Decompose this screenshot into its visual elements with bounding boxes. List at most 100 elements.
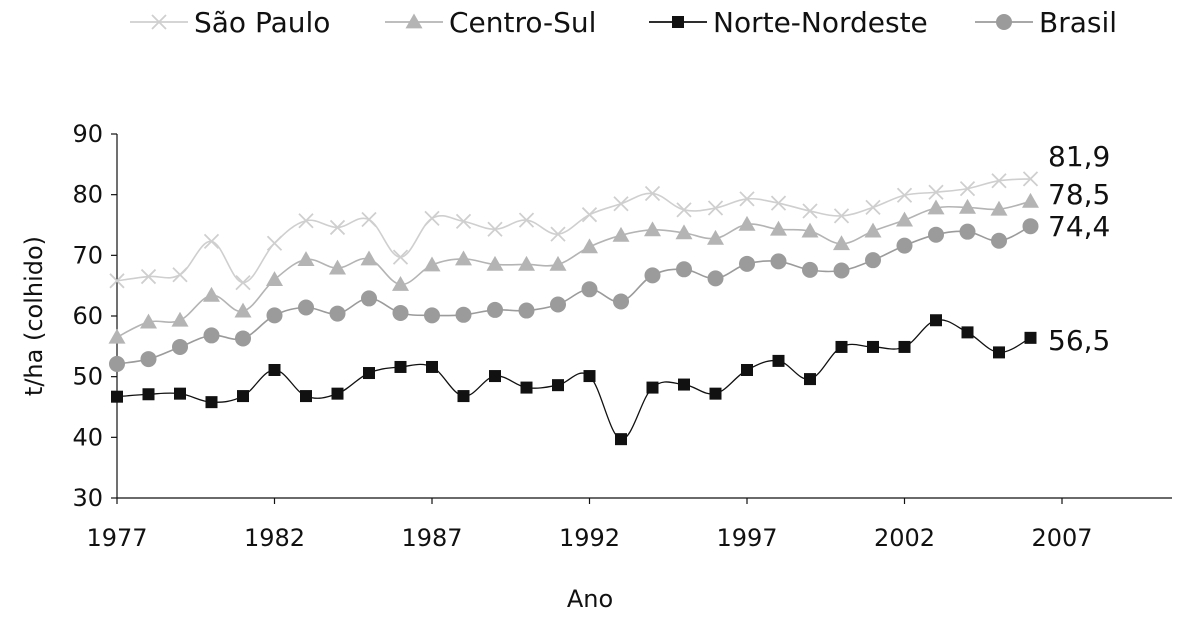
x-tick-label: 1992 <box>559 524 620 552</box>
data-point <box>1022 192 1039 208</box>
data-point <box>203 286 220 302</box>
data-point <box>457 390 470 403</box>
data-point <box>961 326 974 339</box>
data-point <box>235 274 251 291</box>
data-point <box>171 311 189 327</box>
end-label: 56,5 <box>1048 324 1110 357</box>
data-point <box>331 387 344 400</box>
data-point <box>518 302 535 319</box>
data-point <box>865 199 881 216</box>
data-point <box>612 226 630 242</box>
data-point <box>235 330 251 347</box>
legend-label: Norte-Nordeste <box>713 6 928 39</box>
data-point <box>552 379 564 392</box>
marker-x-stroke <box>581 207 598 223</box>
data-point <box>424 210 440 226</box>
y-tick-label: 70 <box>72 241 103 269</box>
data-point <box>550 296 566 313</box>
data-point <box>613 196 629 212</box>
data-point <box>615 433 627 446</box>
data-point <box>583 370 596 383</box>
x-axis-title: Ano <box>567 585 613 613</box>
end-labels: 81,9 78,5 56,5 74,4 <box>1048 140 1110 357</box>
data-point <box>172 338 188 355</box>
data-point <box>174 387 186 400</box>
marker-x-stroke <box>298 213 314 229</box>
data-point <box>802 203 818 219</box>
x-tick-label: 1997 <box>716 524 777 552</box>
data-point <box>991 232 1007 249</box>
series-s-o-paulo <box>109 171 1039 291</box>
data-point <box>739 255 755 272</box>
marker-x-stroke <box>235 274 251 291</box>
data-point <box>361 211 377 228</box>
data-point <box>898 340 911 353</box>
data-point <box>205 396 218 409</box>
data-point <box>991 173 1007 189</box>
data-point <box>550 226 566 242</box>
data-point <box>266 235 283 251</box>
data-point <box>581 238 598 254</box>
y-tick-label: 40 <box>72 423 103 451</box>
data-point <box>140 268 157 285</box>
data-point <box>363 367 375 380</box>
series-line <box>116 200 1031 338</box>
data-point <box>329 259 346 275</box>
data-point <box>959 198 976 214</box>
data-point <box>581 281 598 298</box>
data-point <box>549 255 567 271</box>
legend-item: Norte-Nordeste <box>649 6 928 39</box>
marker-x-stroke <box>1022 171 1039 187</box>
data-point <box>203 233 220 250</box>
data-point <box>835 340 848 353</box>
marker-x-stroke <box>172 267 188 283</box>
data-point <box>266 271 283 286</box>
marker-x-stroke <box>518 212 535 228</box>
marker-x-stroke <box>802 203 818 219</box>
data-point <box>581 207 598 223</box>
data-point <box>203 327 220 344</box>
data-point <box>896 237 913 254</box>
x-tick-label: 2002 <box>874 524 935 552</box>
y-tick-label: 90 <box>72 120 103 148</box>
marker-x-stroke <box>203 233 220 250</box>
marker-x-stroke <box>833 208 850 224</box>
data-point <box>707 270 724 287</box>
data-point <box>392 249 409 265</box>
x-tick-label: 1977 <box>86 524 147 552</box>
data-point <box>455 250 472 266</box>
end-label: 78,5 <box>1048 178 1110 211</box>
legend-label: Brasil <box>1039 6 1117 39</box>
data-point <box>738 215 756 231</box>
series-centro-sul <box>108 192 1039 344</box>
data-point <box>896 211 913 227</box>
marker-x-stroke <box>151 14 167 30</box>
x-tick-label: 2007 <box>1031 524 1092 552</box>
axes: 30 40 50 60 70 80 90 1977 1982 1987 1992 1997 2002 20… <box>72 120 1172 552</box>
marker-x-stroke <box>959 180 976 197</box>
data-point <box>676 202 692 218</box>
data-point <box>108 328 126 344</box>
data-point <box>487 221 503 237</box>
marker-x-stroke <box>550 226 566 242</box>
legend-marker <box>151 14 167 30</box>
data-point <box>833 262 850 279</box>
data-point <box>268 363 281 376</box>
data-point <box>613 293 629 310</box>
marker-x-stroke <box>392 249 409 265</box>
data-point <box>266 307 283 324</box>
y-tick-label: 50 <box>72 363 103 391</box>
data-point <box>646 381 659 394</box>
series-group <box>108 171 1039 446</box>
marker-x-stroke <box>770 195 787 211</box>
data-point <box>644 185 661 202</box>
marker-x-stroke <box>361 211 377 228</box>
end-label: 74,4 <box>1048 210 1110 243</box>
data-point <box>865 252 881 269</box>
data-point <box>675 224 693 240</box>
data-point <box>140 313 157 329</box>
data-point <box>770 195 787 211</box>
legend-label: Centro-Sul <box>449 6 596 39</box>
data-point <box>361 290 377 307</box>
